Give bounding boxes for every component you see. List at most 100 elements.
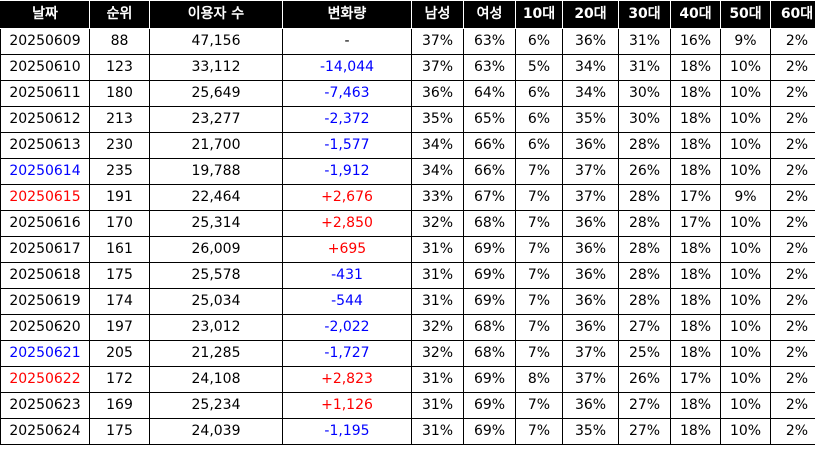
- age-20s-cell: 37%: [562, 340, 619, 367]
- age-60s-cell: 2%: [770, 236, 815, 263]
- age-60s-cell: 2%: [770, 392, 815, 419]
- rank-cell: 174: [89, 288, 150, 315]
- age-20s-cell: 37%: [562, 366, 619, 393]
- change-cell: +2,850: [282, 210, 412, 237]
- date-cell: 20250619: [0, 288, 90, 315]
- table-row: 20250621 205 21,285 -1,727 32% 68% 7% 37% 25% 18%…: [0, 340, 815, 367]
- male-cell: 31%: [411, 262, 464, 289]
- date-cell: 20250621: [0, 340, 90, 367]
- age-30s-cell: 27%: [618, 418, 671, 445]
- male-cell: 31%: [411, 288, 464, 315]
- age-60s-cell: 2%: [770, 262, 815, 289]
- header-date: 날짜: [0, 0, 90, 29]
- change-cell: -1,195: [282, 418, 412, 445]
- age-20s-cell: 35%: [562, 106, 619, 133]
- users-cell: 19,788: [149, 158, 283, 185]
- change-cell: +2,676: [282, 184, 412, 211]
- date-cell: 20250611: [0, 80, 90, 107]
- age-30s-cell: 30%: [618, 106, 671, 133]
- rank-cell: 197: [89, 314, 150, 341]
- male-cell: 36%: [411, 80, 464, 107]
- header-age-50s: 50대: [720, 0, 771, 29]
- table-row: 20250610 123 33,112 -14,044 37% 63% 5% 34% 31% 18…: [0, 54, 815, 81]
- table-row: 20250620 197 23,012 -2,022 32% 68% 7% 36% 27% 18%…: [0, 314, 815, 341]
- header-users: 이용자 수: [149, 0, 283, 29]
- age-10s-cell: 7%: [515, 288, 563, 315]
- users-cell: 24,039: [149, 418, 283, 445]
- male-cell: 35%: [411, 106, 464, 133]
- male-cell: 32%: [411, 210, 464, 237]
- age-40s-cell: 16%: [670, 28, 721, 55]
- age-50s-cell: 10%: [720, 236, 771, 263]
- age-30s-cell: 30%: [618, 80, 671, 107]
- rank-cell: 191: [89, 184, 150, 211]
- age-10s-cell: 6%: [515, 28, 563, 55]
- rank-cell: 123: [89, 54, 150, 81]
- male-cell: 37%: [411, 28, 464, 55]
- age-10s-cell: 7%: [515, 184, 563, 211]
- age-10s-cell: 6%: [515, 132, 563, 159]
- age-50s-cell: 10%: [720, 340, 771, 367]
- male-cell: 31%: [411, 366, 464, 393]
- age-50s-cell: 10%: [720, 132, 771, 159]
- rank-cell: 172: [89, 366, 150, 393]
- age-30s-cell: 26%: [618, 366, 671, 393]
- age-50s-cell: 10%: [720, 366, 771, 393]
- age-20s-cell: 35%: [562, 418, 619, 445]
- rank-cell: 175: [89, 262, 150, 289]
- age-20s-cell: 37%: [562, 184, 619, 211]
- age-60s-cell: 2%: [770, 314, 815, 341]
- rank-cell: 88: [89, 28, 150, 55]
- age-50s-cell: 10%: [720, 158, 771, 185]
- age-30s-cell: 31%: [618, 54, 671, 81]
- users-cell: 23,277: [149, 106, 283, 133]
- header-row: 날짜 순위 이용자 수 변화량 남성 여성 10대 20대 30대 40대 50…: [0, 0, 815, 29]
- age-50s-cell: 10%: [720, 418, 771, 445]
- age-30s-cell: 28%: [618, 132, 671, 159]
- rank-cell: 161: [89, 236, 150, 263]
- age-60s-cell: 2%: [770, 28, 815, 55]
- table-row: 20250617 161 26,009 +695 31% 69% 7% 36% 28% 18% 10…: [0, 236, 815, 263]
- age-40s-cell: 18%: [670, 132, 721, 159]
- change-cell: -1,727: [282, 340, 412, 367]
- rank-cell: 180: [89, 80, 150, 107]
- age-40s-cell: 18%: [670, 262, 721, 289]
- age-40s-cell: 18%: [670, 106, 721, 133]
- age-10s-cell: 7%: [515, 210, 563, 237]
- change-cell: +695: [282, 236, 412, 263]
- header-female: 여성: [463, 0, 516, 29]
- male-cell: 31%: [411, 392, 464, 419]
- age-60s-cell: 2%: [770, 184, 815, 211]
- age-60s-cell: 2%: [770, 340, 815, 367]
- change-cell: -1,577: [282, 132, 412, 159]
- change-cell: -: [282, 28, 412, 55]
- age-50s-cell: 10%: [720, 392, 771, 419]
- female-cell: 66%: [463, 158, 516, 185]
- age-50s-cell: 9%: [720, 184, 771, 211]
- age-30s-cell: 26%: [618, 158, 671, 185]
- male-cell: 32%: [411, 340, 464, 367]
- male-cell: 31%: [411, 418, 464, 445]
- female-cell: 69%: [463, 236, 516, 263]
- users-cell: 21,285: [149, 340, 283, 367]
- age-20s-cell: 36%: [562, 236, 619, 263]
- age-30s-cell: 28%: [618, 184, 671, 211]
- male-cell: 31%: [411, 236, 464, 263]
- age-30s-cell: 28%: [618, 210, 671, 237]
- age-10s-cell: 7%: [515, 418, 563, 445]
- rank-cell: 169: [89, 392, 150, 419]
- age-40s-cell: 17%: [670, 210, 721, 237]
- age-20s-cell: 36%: [562, 288, 619, 315]
- female-cell: 64%: [463, 80, 516, 107]
- age-30s-cell: 27%: [618, 314, 671, 341]
- age-20s-cell: 36%: [562, 392, 619, 419]
- age-10s-cell: 7%: [515, 262, 563, 289]
- age-40s-cell: 18%: [670, 418, 721, 445]
- age-50s-cell: 10%: [720, 106, 771, 133]
- change-cell: -7,463: [282, 80, 412, 107]
- header-age-30s: 30대: [618, 0, 671, 29]
- female-cell: 68%: [463, 314, 516, 341]
- age-50s-cell: 10%: [720, 80, 771, 107]
- header-age-10s: 10대: [515, 0, 563, 29]
- age-50s-cell: 10%: [720, 262, 771, 289]
